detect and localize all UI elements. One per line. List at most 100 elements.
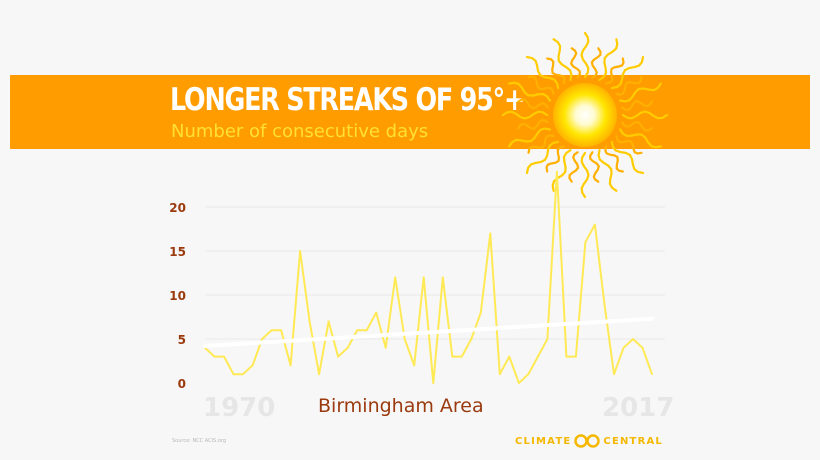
sun-ray bbox=[619, 82, 662, 103]
data-point bbox=[422, 276, 425, 279]
climate-central-logo-icon bbox=[574, 434, 601, 448]
data-point bbox=[441, 276, 444, 279]
data-point bbox=[327, 320, 330, 323]
data-point bbox=[270, 329, 273, 332]
trend-line bbox=[203, 316, 654, 349]
data-point bbox=[603, 302, 606, 305]
sun-ray bbox=[615, 76, 643, 96]
sun-ray bbox=[568, 151, 580, 183]
data-point bbox=[584, 241, 587, 244]
data-point bbox=[622, 346, 625, 349]
y-tick-label: 20 bbox=[169, 201, 186, 215]
title-banner bbox=[10, 75, 810, 149]
sun-ray bbox=[527, 75, 555, 95]
data-point bbox=[651, 373, 653, 376]
x-axis-start-year: 1970 bbox=[203, 393, 276, 423]
data-point bbox=[413, 364, 416, 367]
data-point bbox=[479, 311, 482, 314]
data-point bbox=[575, 355, 577, 358]
data-point bbox=[242, 373, 244, 376]
sun-ray bbox=[610, 140, 645, 175]
sun-ray bbox=[527, 134, 555, 154]
data-point bbox=[632, 338, 634, 340]
sun-rays bbox=[501, 31, 669, 199]
data-point bbox=[261, 338, 263, 340]
data-point bbox=[498, 373, 501, 376]
data-point bbox=[432, 382, 435, 384]
sun-ray bbox=[598, 38, 619, 81]
data-point bbox=[527, 373, 530, 376]
data-point bbox=[375, 311, 378, 314]
sun-ray bbox=[508, 81, 551, 102]
data-point bbox=[537, 355, 539, 358]
y-axis: 0 5 10 15 20 bbox=[169, 201, 186, 391]
data-point bbox=[460, 355, 463, 358]
location-label: Birmingham Area bbox=[318, 395, 484, 417]
data-point bbox=[384, 346, 387, 349]
chart-subtitle: Number of consecutive days bbox=[171, 121, 429, 142]
climate-central-logo[interactable]: CLIMATE CENTRAL bbox=[515, 433, 663, 449]
sun-ray bbox=[501, 110, 549, 120]
data-point bbox=[251, 364, 254, 367]
data-point bbox=[594, 223, 596, 226]
sun-ray bbox=[605, 57, 625, 85]
sun-ray bbox=[604, 145, 624, 173]
data-point bbox=[346, 346, 349, 349]
sun-ray bbox=[615, 135, 643, 155]
sun-ray bbox=[569, 47, 581, 79]
sun-ray bbox=[517, 119, 549, 131]
logo-right-text: CENTRAL bbox=[603, 435, 663, 447]
sun-ray bbox=[610, 55, 645, 90]
sun-ray bbox=[545, 145, 565, 173]
sun-ray bbox=[508, 127, 551, 148]
streak-line-series bbox=[204, 170, 653, 384]
y-tick-label: 0 bbox=[178, 377, 186, 391]
sun-ray bbox=[621, 120, 653, 132]
sun-ray bbox=[517, 98, 549, 110]
data-point bbox=[518, 382, 520, 384]
source-note: Source: NCC ACIS.org bbox=[172, 438, 227, 444]
data-point bbox=[223, 355, 225, 358]
data-point bbox=[337, 355, 339, 358]
sun-ray bbox=[552, 38, 573, 81]
data-point bbox=[232, 373, 235, 376]
data-point bbox=[356, 329, 359, 332]
data-point bbox=[213, 355, 216, 358]
y-tick-label: 5 bbox=[178, 333, 186, 347]
sun-ray bbox=[580, 31, 590, 79]
sun-ray bbox=[621, 99, 653, 111]
sun-ray bbox=[619, 128, 662, 149]
data-point bbox=[546, 338, 549, 340]
sun-ray bbox=[589, 151, 601, 183]
data-point bbox=[394, 276, 397, 279]
sun-icon bbox=[501, 31, 669, 199]
sun-ray bbox=[621, 110, 669, 120]
data-point bbox=[489, 232, 492, 235]
sun-ray bbox=[580, 151, 590, 199]
x-axis-end-year: 2017 bbox=[602, 393, 675, 423]
sun-ray bbox=[590, 47, 602, 79]
data-point bbox=[289, 364, 292, 367]
data-point bbox=[641, 346, 644, 349]
sun-ray bbox=[546, 57, 566, 85]
data-points bbox=[204, 170, 653, 384]
data-point bbox=[365, 329, 368, 332]
data-point bbox=[308, 320, 311, 323]
sun-ray bbox=[525, 140, 560, 175]
data-point bbox=[470, 338, 473, 340]
data-point bbox=[299, 250, 301, 252]
data-point bbox=[318, 373, 320, 376]
y-tick-label: 15 bbox=[169, 245, 186, 259]
data-point bbox=[613, 373, 615, 376]
data-point bbox=[403, 338, 406, 340]
data-point bbox=[451, 355, 454, 358]
logo-left-text: CLIMATE bbox=[515, 435, 572, 447]
chart-grid bbox=[205, 206, 665, 340]
data-point bbox=[565, 355, 568, 358]
y-tick-label: 10 bbox=[169, 289, 186, 303]
sun-disc bbox=[553, 83, 617, 147]
sun-ray bbox=[597, 149, 618, 192]
data-point bbox=[508, 355, 511, 358]
data-point bbox=[556, 170, 558, 173]
